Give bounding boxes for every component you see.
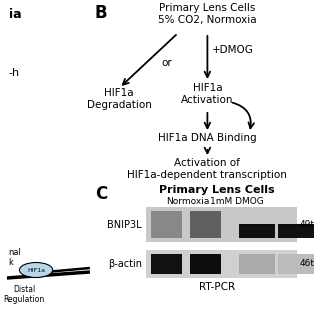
- Text: HIF1a
Activation: HIF1a Activation: [181, 83, 234, 105]
- Text: Normoxia: Normoxia: [166, 197, 210, 206]
- Bar: [190, 254, 221, 274]
- Text: HIF1a: HIF1a: [27, 268, 45, 273]
- Text: 49t: 49t: [300, 220, 315, 229]
- Bar: [151, 254, 182, 274]
- Text: B: B: [95, 4, 108, 22]
- Text: +DMOG: +DMOG: [212, 45, 254, 55]
- Text: 46t: 46t: [300, 260, 315, 268]
- Text: HIF1a DNA Binding: HIF1a DNA Binding: [158, 133, 257, 143]
- Text: nal
k: nal k: [9, 248, 21, 268]
- Text: or: or: [161, 58, 172, 68]
- Text: RT-PCR: RT-PCR: [199, 282, 235, 292]
- Text: HIF1a
Degradation: HIF1a Degradation: [87, 88, 152, 109]
- Text: -h: -h: [9, 68, 20, 78]
- Text: BNIP3L: BNIP3L: [107, 220, 142, 229]
- Bar: [278, 224, 314, 236]
- Text: Activation of
HIF1a-dependent transcription: Activation of HIF1a-dependent transcript…: [127, 158, 287, 180]
- Bar: [151, 211, 182, 238]
- Bar: [190, 211, 221, 238]
- Ellipse shape: [20, 262, 53, 277]
- Bar: [239, 226, 275, 238]
- Text: β-actin: β-actin: [108, 259, 142, 269]
- Text: ia: ia: [9, 8, 21, 21]
- Bar: [239, 224, 275, 236]
- Text: C: C: [95, 185, 107, 203]
- Text: Primary Lens Cells: Primary Lens Cells: [159, 185, 275, 195]
- Bar: [146, 207, 298, 242]
- Bar: [278, 254, 314, 274]
- Bar: [146, 250, 298, 278]
- Bar: [239, 254, 275, 274]
- Bar: [278, 226, 314, 238]
- Text: Primary Lens Cells
5% CO2, Normoxia: Primary Lens Cells 5% CO2, Normoxia: [158, 3, 257, 25]
- Text: 1mM DMOG: 1mM DMOG: [210, 197, 264, 206]
- Text: Distal
Regulation: Distal Regulation: [4, 285, 45, 304]
